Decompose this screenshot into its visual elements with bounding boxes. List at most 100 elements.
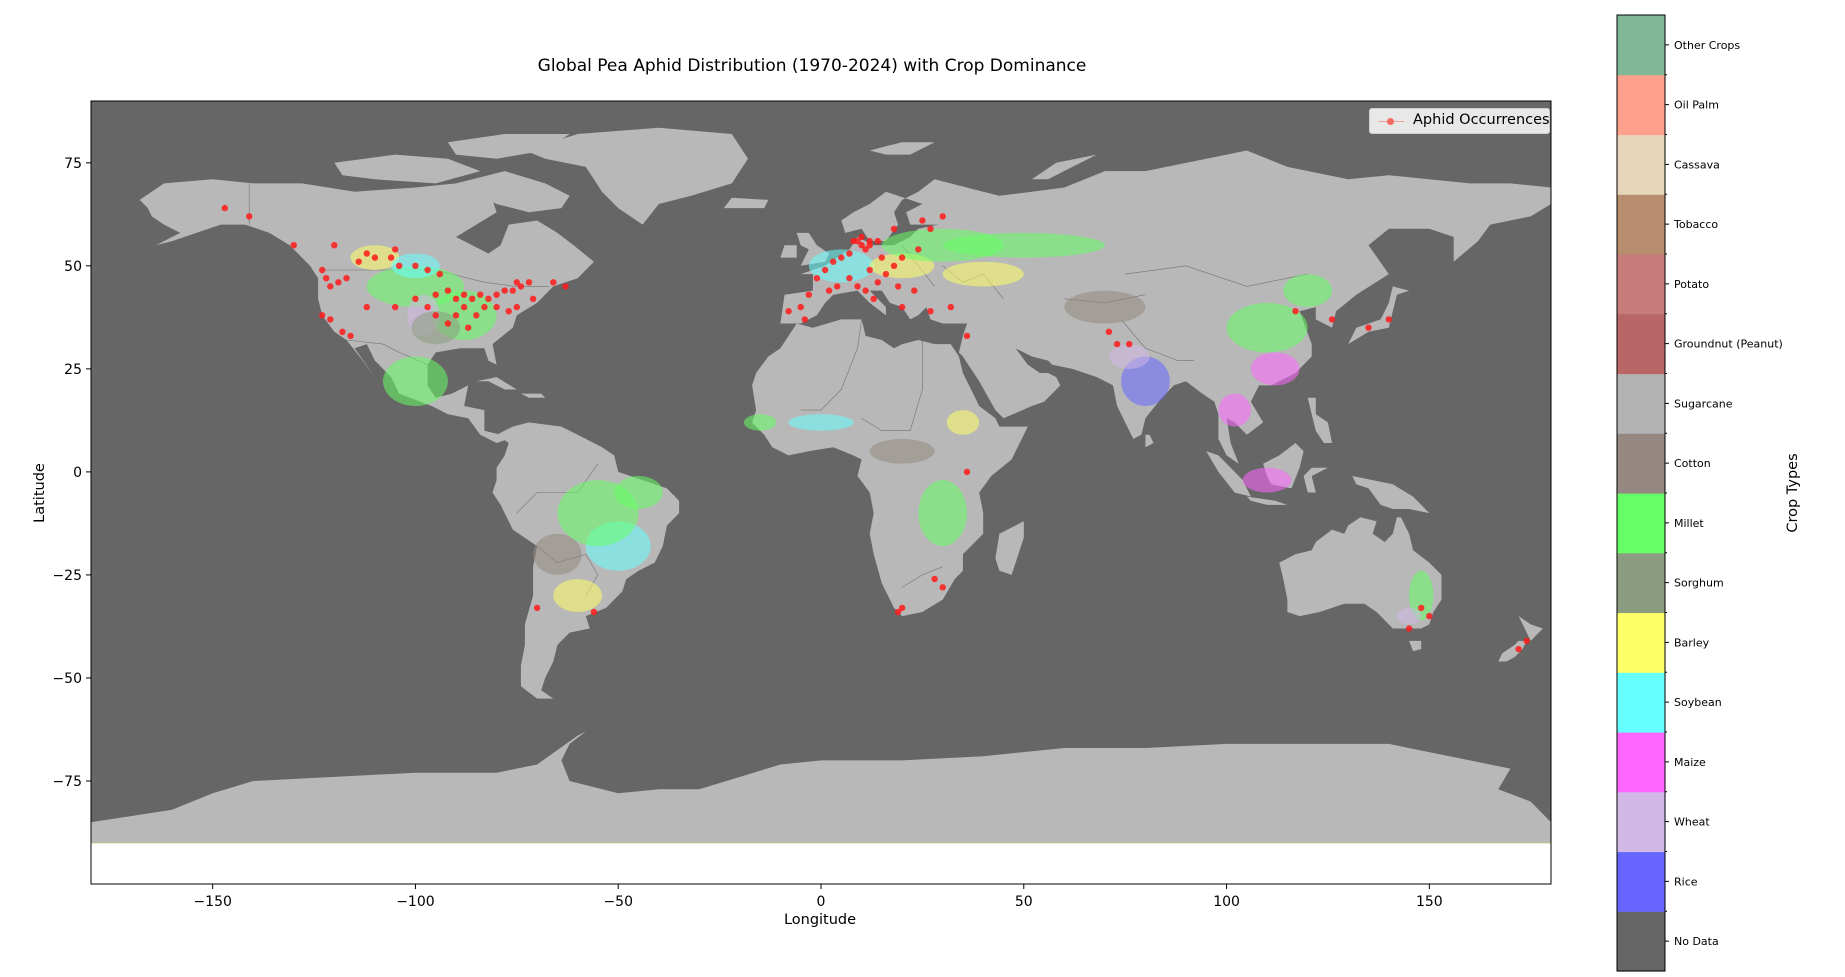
aphid-occurrence-point [785,308,792,315]
colorbar-swatch [1617,313,1665,375]
aphid-occurrence-point [797,303,804,311]
aphid-occurrence-point [331,242,338,249]
colorbar-category-label: Groundnut (Peanut) [1674,338,1783,351]
aphid-occurrence-point [1515,645,1522,653]
colorbar-swatch [1617,552,1665,614]
y-axis-label: Latitude [32,463,48,523]
land-philippines [1307,397,1332,443]
x-tick-label: −50 [603,894,633,910]
colorbar-swatch [1617,74,1665,136]
aphid-occurrence-point [963,332,971,340]
aphid-occurrence-point [1385,316,1393,323]
aphid-occurrence-point [355,258,362,265]
crop-patch [614,476,663,509]
crop-patch [1409,570,1434,621]
aphid-occurrence-point [460,291,468,298]
aphid-occurrence-point [412,262,419,269]
land-sumatra [1206,451,1251,497]
colorbar-category-label: No Data [1674,935,1719,948]
land-baffin-island [456,171,570,213]
aphid-occurrence-point [858,242,865,249]
colorbar-category-label: Cotton [1674,457,1711,470]
aphid-occurrence-point [481,303,488,311]
aphid-occurrence-point [473,312,480,319]
aphid-occurrence-point [821,266,829,274]
x-tick-label: 0 [817,894,826,910]
colorbar-category-label: Potato [1674,278,1709,291]
aphid-occurrence-point [894,283,902,290]
aphid-occurrence-point [327,316,334,323]
aphid-occurrence-point [444,287,452,294]
crop-patch [1396,607,1422,625]
legend: Aphid Occurrences [1369,108,1550,134]
aphid-occurrence-point [432,312,439,319]
aphid-occurrence-point [915,246,922,253]
x-tick-label: 50 [1015,894,1033,910]
aphid-occurrence-point [862,287,869,294]
aphid-occurrence-point [801,316,808,323]
colorbar-swatch [1617,851,1665,912]
aphid-occurrence-point [436,270,443,278]
crop-patch [869,438,935,464]
crop-patch [553,579,603,613]
aphid-occurrence-point [412,295,419,302]
aphid-occurrence-point [335,279,342,286]
aphid-occurrence-point [846,275,853,282]
aphid-occurrence-point [513,279,520,286]
aphid-occurrence-point [866,266,873,274]
crop-patch [1108,344,1150,369]
crop-patch [1283,274,1332,308]
crop-patch [918,480,968,547]
y-tick-label: 75 [64,156,82,172]
chart-title: Global Pea Aphid Distribution (1970-2024… [538,56,1087,76]
aphid-occurrence-point [590,608,598,616]
land-greenland [524,127,748,225]
aphid-occurrence-point [493,291,500,298]
aphid-occurrence-point [1113,340,1121,348]
aphid-occurrence-point [1426,612,1433,620]
colorbar-swatch [1617,612,1665,673]
aphid-occurrence-point [878,254,885,261]
aphid-occurrence-point [387,254,395,261]
land-nz-north [1518,616,1543,641]
aphid-occurrence-point [1105,328,1113,335]
land-tasmania [1409,640,1422,652]
crop-type-colorbar: No Data Rice Wheat Maize Soybean Barley Sorghu… [1616,14,1783,972]
land-sulawesi [1303,467,1328,493]
border-line [800,319,862,411]
aphid-occurrence-point [319,266,326,274]
aphid-occurrence-point [533,604,541,612]
aphid-occurrence-point [562,283,569,290]
land-java [1246,496,1288,505]
aphid-occurrence-point [477,291,484,298]
aphid-occurrence-point [517,283,525,290]
legend-marker [1387,118,1394,125]
crop-patch [1218,393,1251,427]
aphid-occurrence-point [319,312,326,319]
aphid-occurrence-point [1418,604,1425,612]
colorbar-category-label: Oil Palm [1674,99,1719,112]
border-line [901,566,943,588]
aphid-occurrence-point [363,250,370,257]
x-tick-label: 100 [1213,894,1240,910]
aphid-occurrence-point [1292,308,1299,315]
crop-patch [411,311,461,345]
aphid-occurrence-point [1126,340,1133,348]
aphid-occurrence-point [854,283,861,290]
aphid-occurrence-point [874,279,881,286]
aphid-occurrence-point [882,270,890,278]
colorbar-category-label: Sugarcane [1674,397,1733,410]
aphid-occurrence-point [513,303,520,311]
aphid-occurrence-point [392,246,399,253]
aphid-occurrence-point [501,287,508,294]
crop-patch [1121,356,1170,406]
aphid-occurrence-point [493,303,500,311]
x-axis-label: Longitude [784,912,856,928]
border-line [516,463,599,514]
colorbar-swatch [1617,194,1665,255]
aphid-occurrence-point [830,258,837,265]
aphid-occurrence-point [529,295,537,302]
aphid-occurrence-point [825,287,833,294]
aphid-occurrence-point [396,262,403,269]
